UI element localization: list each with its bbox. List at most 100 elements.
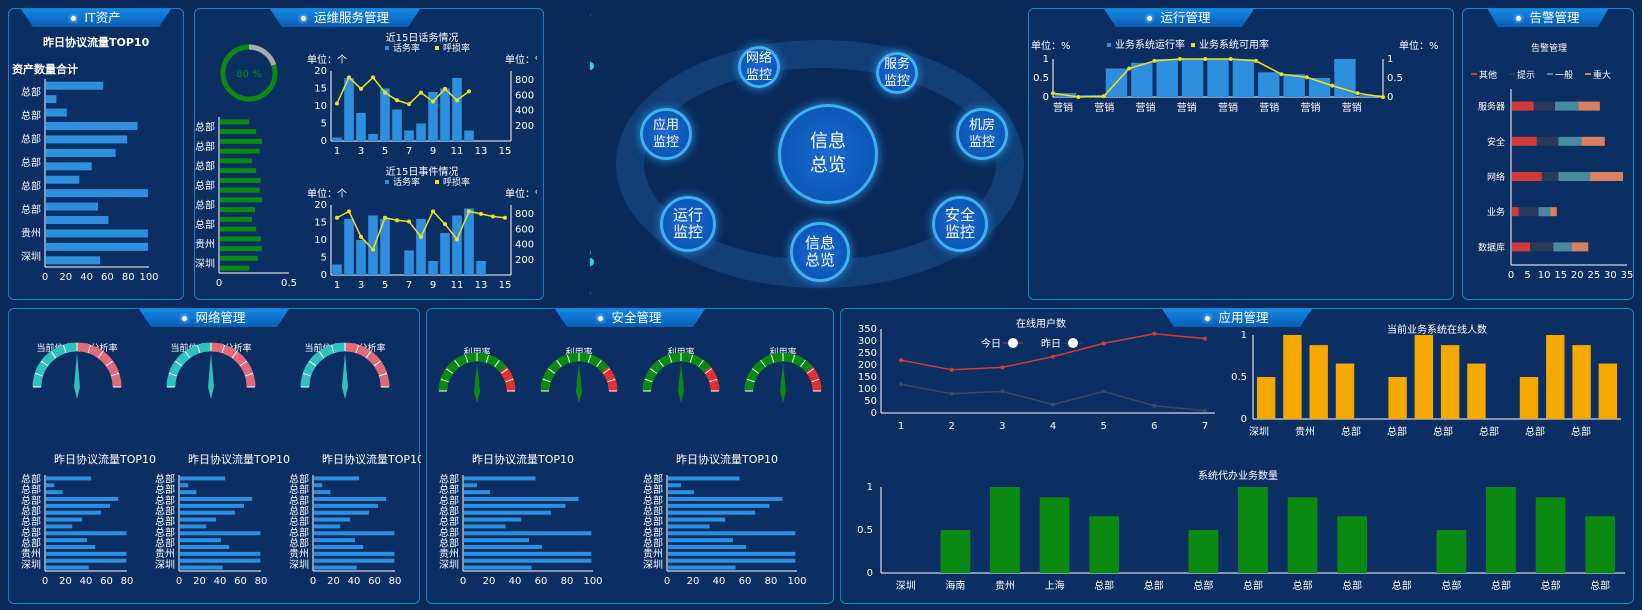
gauge-arc — [344, 342, 390, 388]
gauge-tick — [485, 354, 490, 363]
security-panel: 安全管理 利用率 利用率 利用率 利用率 昨日协议流量TOP10 总部 总部 总部 总部 总部 总部… — [426, 308, 834, 604]
x-tick-label: 营销 — [1218, 101, 1238, 114]
x-tick-label: 40 — [713, 576, 726, 587]
y-tick-label: 0.5 — [1033, 73, 1049, 84]
stacked-bar — [1553, 242, 1572, 252]
gauge-tick — [709, 378, 718, 383]
x-tick-label: 10 — [1538, 270, 1551, 281]
bar — [220, 119, 250, 125]
y-tick-label: 贵州 — [289, 547, 309, 560]
x-tick-label: 80 — [765, 576, 778, 587]
bar — [46, 510, 101, 515]
stacked-bar — [1571, 242, 1589, 252]
legend-label: 重大 — [1593, 69, 1611, 81]
gauge-tick — [698, 359, 704, 368]
x-tick-label: 总部 — [1243, 579, 1263, 592]
chart-title: 告警管理 — [1531, 42, 1567, 54]
service-node[interactable]: 服务 监控 — [876, 52, 918, 94]
legend-swatch — [385, 180, 389, 184]
y-tick-label: 安全 — [1487, 136, 1505, 148]
y-tick-label: 总部 — [289, 526, 309, 539]
bar — [46, 483, 55, 488]
x-tick-label: 0 — [42, 576, 48, 587]
bar — [220, 148, 260, 154]
x-tick-label: 9 — [430, 146, 436, 157]
gauge-arc — [499, 366, 516, 392]
legend-swatch — [1509, 73, 1515, 75]
main-overview-node[interactable]: 信息 总览 — [778, 104, 878, 204]
bar — [314, 551, 395, 556]
line-point — [1203, 336, 1207, 341]
y-tick-label-right: 800 — [515, 75, 534, 86]
x-tick-label: 2 — [948, 421, 954, 432]
bar — [180, 538, 221, 543]
legend-label: 业务系统可用率 — [1199, 38, 1269, 51]
y-tick-label: 贵州 — [439, 547, 459, 560]
run-node[interactable]: 运行 监控 — [660, 196, 716, 252]
bar — [464, 503, 566, 508]
x-tick-label: 贵州 — [995, 579, 1015, 592]
legend-label: 话务率 — [393, 176, 420, 188]
x-tick-label: 4 — [1050, 421, 1056, 432]
x-tick-label: 20 — [687, 576, 700, 587]
panel-title: 运行管理 — [1104, 9, 1254, 27]
bar — [476, 261, 486, 275]
y-tick-label: 300 — [858, 336, 877, 347]
bar — [464, 510, 552, 515]
sec-node[interactable]: 安全 监控 — [932, 196, 988, 252]
line-point — [347, 209, 351, 214]
y-tick-label: 1 — [1043, 54, 1049, 65]
gauge-needle-tail — [576, 391, 582, 403]
gauge-tick — [596, 359, 602, 368]
x-tick-label: 20 — [193, 576, 206, 587]
y-tick-label: 总部 — [643, 494, 663, 507]
room-node[interactable]: 机房 监控 — [956, 108, 1008, 160]
bar — [344, 78, 354, 141]
gauge-tick — [689, 354, 694, 363]
bar — [314, 545, 364, 549]
bar — [46, 216, 109, 224]
gauge-tick — [649, 368, 658, 374]
legend-swatch — [1107, 43, 1111, 47]
arc-dot — [590, 62, 594, 70]
app-node[interactable]: 应用 监控 — [640, 108, 692, 160]
x-tick-label: 0.5 — [281, 278, 297, 289]
line-point — [1203, 408, 1207, 413]
x-tick-label: 20 — [59, 576, 72, 587]
running-panel: 运行管理 单位：% 单位：% 业务系统运行率 业务系统可用率 0 0 0.5 0.5 1 1 营销 营… — [1028, 8, 1454, 300]
y-tick-label: 20 — [314, 200, 327, 211]
x-tick-label: 5 — [1100, 421, 1106, 432]
bar — [668, 497, 783, 501]
y-tick-label: 总部 — [21, 85, 41, 98]
y-tick-label: 总部 — [195, 140, 215, 153]
bar — [220, 129, 257, 135]
bar — [368, 134, 378, 141]
y-tick-label: 50 — [864, 396, 877, 407]
y-tick-label-right: 400 — [515, 106, 534, 117]
network-node[interactable]: 网络 监控 — [738, 46, 780, 88]
gauge-tick — [318, 351, 325, 359]
bar — [314, 503, 378, 508]
info-node[interactable]: 信息 总览 — [790, 222, 850, 282]
gauge-needle-tail — [780, 391, 786, 403]
line-point — [419, 90, 423, 95]
x-tick-label: 13 — [475, 146, 488, 157]
legend-label: 其他 — [1479, 69, 1497, 81]
y-tick-label: 0 — [1043, 92, 1049, 103]
series-line — [336, 76, 470, 105]
y-tick-label: 15 — [314, 218, 327, 229]
panel-title: IT资产 — [21, 9, 171, 27]
bar — [46, 135, 128, 144]
bar — [46, 551, 127, 556]
bar — [1337, 516, 1368, 573]
y-tick-label: 总部 — [439, 504, 459, 517]
gauge-tick — [365, 351, 372, 359]
stacked-bar — [1518, 207, 1539, 217]
y-tick-label: 网络 — [1487, 171, 1505, 183]
gauge-tick — [355, 344, 360, 353]
gauge-tick — [34, 372, 43, 377]
bar — [1519, 377, 1539, 419]
legend-swatch — [1585, 73, 1591, 75]
bar — [464, 490, 490, 495]
gauge-needle — [678, 363, 684, 391]
